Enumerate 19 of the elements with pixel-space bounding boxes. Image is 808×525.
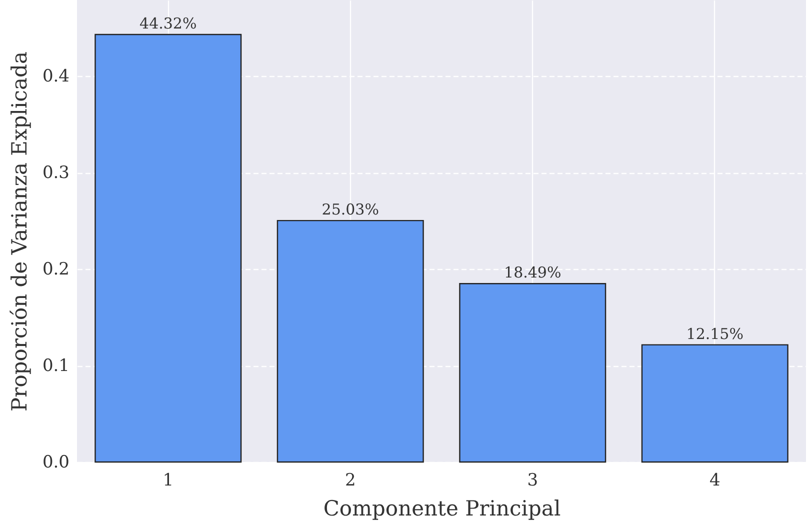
bar	[459, 283, 606, 463]
y-tick-label: 0.0	[42, 452, 70, 472]
y-axis-title: Proporción de Varianza Explicada	[7, 52, 32, 412]
data-label: 25.03%	[322, 200, 379, 219]
x-axis-title: Componente Principal	[323, 496, 561, 520]
data-label: 18.49%	[504, 264, 562, 282]
bar	[641, 344, 788, 463]
x-tick-label: 3	[527, 470, 538, 490]
y-tick-label: 0.3	[42, 163, 70, 184]
x-tick-label: 1	[162, 470, 174, 490]
y-tick-label: 0.2	[42, 260, 70, 280]
data-label: 44.32%	[140, 14, 197, 33]
bar	[276, 220, 424, 463]
y-tick-label: 0.4	[42, 66, 70, 87]
y-tick-label: 0.1	[42, 356, 70, 376]
bar	[94, 34, 242, 463]
x-tick-label: 4	[709, 470, 720, 490]
data-label: 12.15%	[686, 324, 744, 343]
x-tick-label: 2	[344, 470, 356, 490]
